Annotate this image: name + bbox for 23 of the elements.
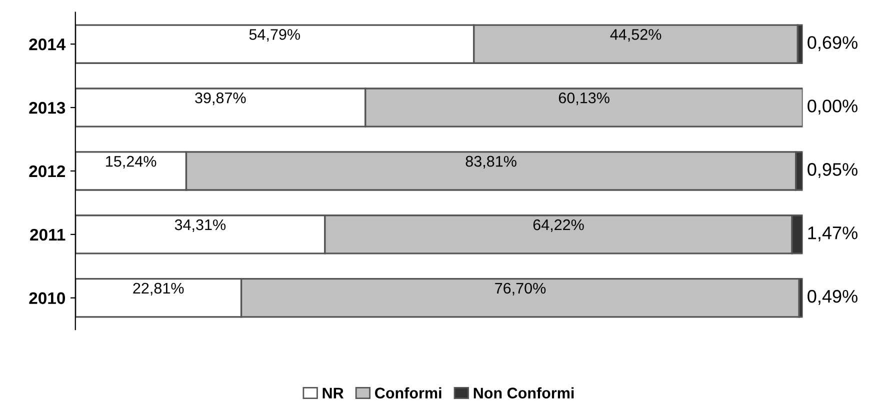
- data-label: 15,24%: [106, 156, 156, 169]
- data-label: 1,47%: [808, 226, 858, 242]
- y-tick-label: 2014: [29, 38, 66, 50]
- data-label: 0,00%: [808, 100, 858, 115]
- legend-label: NR: [322, 388, 344, 398]
- data-label: 44,52%: [610, 29, 662, 42]
- legend-label: Non Conformi: [474, 387, 574, 398]
- y-tick-label: 2012: [29, 165, 66, 178]
- legend-label: Conformi: [375, 387, 442, 398]
- data-label: 0,69%: [808, 36, 858, 52]
- y-tick-label: 2010: [29, 292, 65, 304]
- y-tick-label: 2013: [29, 102, 66, 114]
- data-label: 34,31%: [174, 219, 226, 232]
- data-label: 64,22%: [533, 219, 584, 232]
- data-label: 39,87%: [195, 92, 246, 106]
- data-label: 0,49%: [808, 290, 858, 305]
- data-label: 60,13%: [558, 92, 610, 106]
- data-label: 54,79%: [249, 29, 300, 42]
- data-label: 83,81%: [466, 156, 516, 169]
- data-label: 76,70%: [495, 282, 546, 296]
- y-tick-label: 2011: [30, 228, 66, 241]
- data-label: 0,95%: [808, 163, 858, 178]
- data-label: 22,81%: [133, 282, 184, 296]
